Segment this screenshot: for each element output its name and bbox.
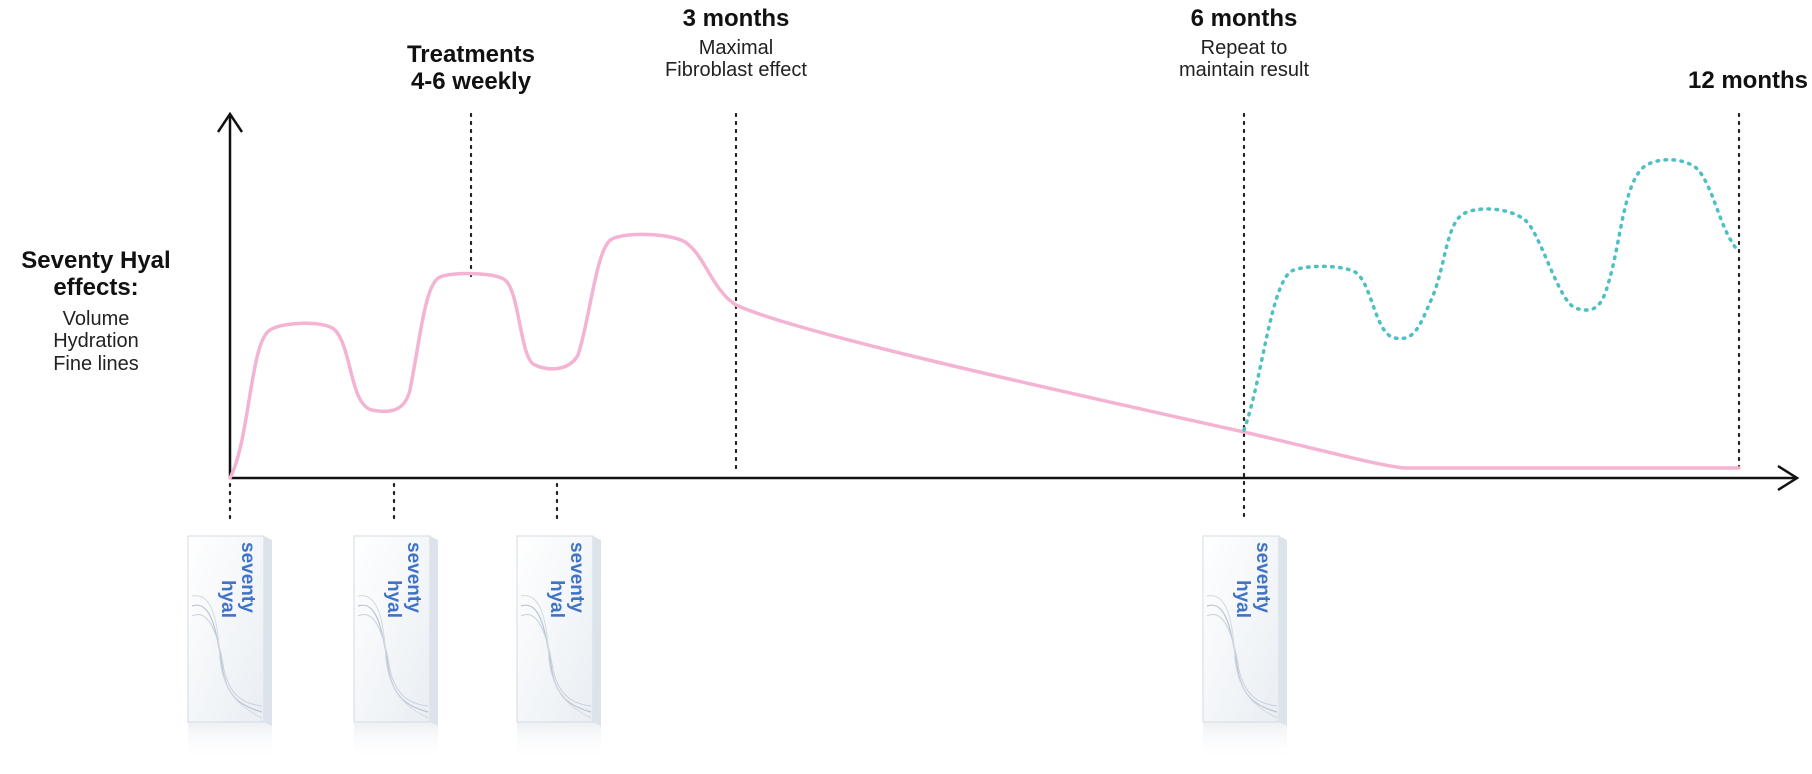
- y-axis-title-line2: effects:: [53, 273, 139, 301]
- treatments-frequency: 4-6 weekly: [410, 67, 532, 95]
- product-wave-graphic: [357, 604, 429, 713]
- product-wave-graphic: [191, 595, 263, 719]
- initial-effect-curve: [228, 232, 1741, 480]
- product-box-1: seventy hyal: [187, 535, 272, 762]
- y-axis-label: Seventy Hyal effects: Volume Hydration F…: [8, 247, 184, 375]
- product-box-reflection: [517, 722, 601, 762]
- effect-volume: Volume: [62, 307, 130, 330]
- product-box-front: [187, 535, 265, 723]
- product-brand-line2: hyal: [383, 580, 404, 618]
- product-brand-line1: seventy: [237, 542, 258, 613]
- three-months-note-line1: Maximal: [698, 36, 774, 59]
- product-wave-graphic: [1206, 614, 1278, 707]
- product-wave-graphic: [520, 614, 592, 707]
- product-brand-line1: seventy: [1252, 542, 1273, 613]
- product-box-front: [1202, 535, 1280, 723]
- product-box-2: seventy hyal: [353, 535, 438, 762]
- product-box-front: [516, 535, 594, 723]
- effect-fine-lines: Fine lines: [53, 352, 139, 375]
- x-axis-arrow: [1777, 464, 1800, 492]
- product-brand-line2: hyal: [1232, 580, 1253, 618]
- maintenance-effect-curve: [1242, 158, 1741, 432]
- axes: [216, 111, 1800, 492]
- product-wave-graphic: [520, 595, 592, 719]
- product-box-side: [1279, 536, 1287, 726]
- three-months-label: 3 months Maximal Fibroblast effect: [616, 5, 856, 82]
- product-brand-line1: seventy: [566, 542, 587, 613]
- product-wave-graphic: [357, 614, 429, 707]
- product-box-side: [593, 536, 601, 726]
- effect-hydration: Hydration: [53, 330, 139, 353]
- product-box-side: [430, 536, 438, 726]
- product-wave-graphic: [1206, 604, 1278, 713]
- y-axis-arrow: [216, 111, 244, 133]
- twelve-months-title: 12 months: [1687, 67, 1808, 94]
- product-wave-graphic: [1206, 595, 1278, 719]
- product-box-reflection: [354, 722, 438, 762]
- six-months-note-line1: Repeat to: [1200, 36, 1288, 59]
- treatments-title: Treatments: [406, 41, 536, 68]
- product-brand-line2: hyal: [217, 580, 238, 618]
- product-box-4: seventy hyal: [1202, 535, 1287, 762]
- product-box-side: [264, 536, 272, 726]
- y-axis-title-line1: Seventy Hyal: [21, 247, 171, 274]
- product-brand-line1: seventy: [403, 542, 424, 613]
- treatments-label: Treatments 4-6 weekly: [371, 41, 571, 96]
- product-box-reflection: [1203, 722, 1287, 762]
- three-months-title: 3 months: [682, 5, 790, 32]
- product-wave-graphic: [520, 604, 592, 713]
- product-brand-line2: hyal: [546, 580, 567, 618]
- six-months-label: 6 months Repeat to maintain result: [1124, 5, 1364, 82]
- product-box-3: seventy hyal: [516, 535, 601, 762]
- twelve-months-label: 12 months: [1660, 67, 1808, 95]
- product-wave-graphic: [191, 614, 263, 707]
- product-wave-graphic: [191, 604, 263, 713]
- guide-lines: [228, 112, 1741, 522]
- product-box-front: [353, 535, 431, 723]
- three-months-note-line2: Fibroblast effect: [665, 59, 807, 82]
- six-months-title: 6 months: [1190, 5, 1298, 32]
- six-months-note-line2: maintain result: [1178, 59, 1310, 82]
- product-box-reflection: [188, 722, 272, 762]
- product-wave-graphic: [357, 595, 429, 719]
